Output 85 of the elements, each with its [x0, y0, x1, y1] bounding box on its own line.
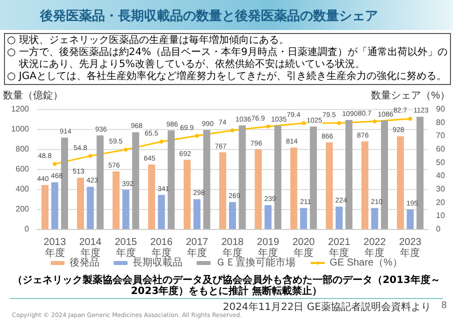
y-tick-label: 1000 — [11, 124, 30, 134]
bar — [51, 182, 58, 229]
text: （ジェネリック製薬協会会員会社のデータ及び協会会員外も含めた一部のデータ（2013年度～2023年度）をもとに推計 無断転載禁止） — [12, 275, 442, 297]
y2-tick-label: 30 — [436, 184, 446, 194]
y-tick-label: 200 — [16, 204, 30, 214]
bar — [41, 185, 48, 229]
y2-tick-label: 70 — [436, 131, 446, 140]
legend-label: 長期収載品 — [132, 256, 183, 268]
bar — [290, 148, 298, 229]
bar — [336, 206, 343, 229]
point — [52, 162, 57, 166]
point — [408, 116, 412, 121]
bar — [96, 135, 104, 229]
bar — [254, 149, 262, 229]
x-tick-label: 2022年度 — [364, 237, 386, 259]
point — [337, 121, 342, 125]
bar — [396, 136, 404, 229]
bar — [300, 208, 308, 229]
chart-title: 後発医薬品・長期収載品の数量と後発医薬品の数量シェア — [40, 8, 378, 25]
bar — [61, 138, 68, 229]
text: 2024年11月22日 GE薬協記者説明会資料より — [222, 300, 431, 313]
bar — [203, 130, 210, 229]
point — [266, 124, 270, 128]
y-tick-label: 1200 — [11, 104, 30, 114]
bar — [112, 171, 120, 229]
bar — [158, 194, 165, 229]
bar — [193, 199, 200, 229]
x-tick-label: 2021年度 — [328, 237, 351, 259]
x-tick-label: 2014年度 — [79, 237, 102, 259]
bar — [184, 160, 191, 229]
bar — [380, 120, 388, 229]
y2-tick-label: 40 — [436, 171, 446, 180]
bar — [406, 210, 414, 229]
bar — [77, 178, 84, 229]
legend-label: ＧＥ置換可能市場 — [216, 256, 296, 268]
point — [124, 148, 128, 152]
bar — [219, 152, 226, 229]
x-tick-label: 2019年度 — [256, 237, 280, 259]
bar — [148, 164, 156, 229]
text: ○ 一方で、後発医薬品は約24%（品目ベース・本年9月時点・日薬連調査）が「通常出荷以外」の状況にあり、先月より5%改善しているが、依然供給不安は続いている状況。 — [7, 47, 448, 70]
bar — [361, 141, 368, 229]
point — [372, 119, 377, 124]
y-tick-label: 0 — [24, 224, 30, 234]
x-tick-label: 2015年度 — [114, 237, 138, 259]
x-tick-label: 2020年度 — [292, 237, 316, 259]
y2-tick-label: 10 — [436, 211, 446, 220]
bar — [168, 130, 175, 229]
bar — [122, 190, 130, 229]
bar — [416, 116, 424, 229]
bar — [264, 205, 272, 229]
y2-tick-label: 50 — [436, 158, 446, 167]
point — [159, 140, 164, 144]
point — [302, 121, 306, 126]
y2-tick-label: 80 — [436, 118, 446, 127]
point — [230, 128, 234, 132]
text: ○ 現状、ジェネリック医薬品の生産量は毎年増加傾向にある。 — [7, 35, 290, 46]
x-tick-label: 2013年度 — [44, 237, 66, 259]
bar — [274, 126, 282, 229]
legend-label: GE Share（%） — [330, 258, 402, 268]
bar — [326, 142, 333, 229]
bar — [371, 208, 378, 229]
bar — [310, 126, 317, 229]
bar — [86, 186, 94, 229]
legend-label: 後発品 — [70, 256, 100, 268]
x-tick-label: 2018年度 — [221, 237, 244, 259]
x-tick-label: 2017年度 — [186, 237, 209, 259]
y-tick-label: 400 — [16, 184, 30, 194]
text: 8 — [441, 301, 447, 311]
bar — [132, 132, 140, 229]
y-tick-label: 800 — [16, 144, 30, 154]
point — [194, 134, 199, 138]
y2-tick-label: 0 — [436, 224, 441, 234]
point — [88, 154, 92, 158]
y2-axis-title: 数量シェア（%） — [371, 90, 450, 102]
bar — [345, 120, 352, 229]
bar — [229, 202, 236, 229]
text: ○ JGAとしては、各社生産効率化など増産努力をしてきたが、引き続き生産余力の強化に努める。 — [7, 71, 448, 83]
y2-tick-label: 60 — [436, 144, 446, 154]
y-axis-title: 数量（億錠） — [3, 90, 63, 102]
y2-tick-label: 90 — [436, 104, 446, 114]
x-tick-label: 2016年度 — [150, 237, 173, 259]
y-tick-label: 600 — [16, 164, 30, 174]
bar — [238, 125, 246, 229]
x-tick-label: 2023年度 — [399, 237, 422, 259]
y2-tick-label: 20 — [436, 198, 446, 207]
